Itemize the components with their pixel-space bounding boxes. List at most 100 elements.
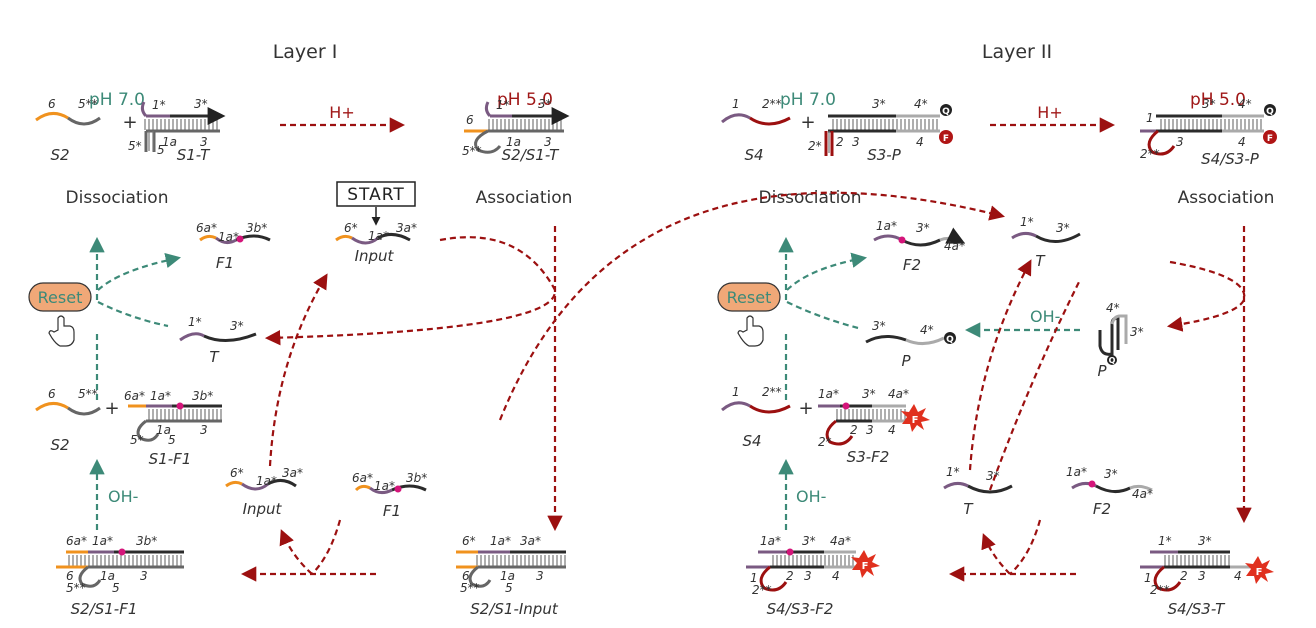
- strand-f1-top: 6a* 1a* 3b* F1: [196, 221, 271, 272]
- base-label-2: OH-: [1030, 307, 1060, 326]
- domain-label: 2**: [762, 385, 782, 399]
- domain-label: 3b*: [192, 389, 213, 403]
- domain-label: 1*: [496, 98, 510, 112]
- domain-label: 3: [544, 135, 552, 149]
- complex-label-s4-s3-t: S4/S3-T: [1168, 600, 1227, 618]
- domain-label: 1a: [162, 135, 177, 149]
- domain-label: 4: [1234, 569, 1242, 583]
- domain-label: 1a*: [818, 387, 839, 401]
- acid-arrow-2: H+: [990, 103, 1116, 133]
- complex-s3-p: Q F 3* 4* 2 3 4 2* S3-P: [808, 97, 953, 164]
- strand-p: Q 3* 4* P: [865, 319, 956, 370]
- quencher-icon: Q: [1107, 355, 1117, 365]
- domain-label: 6*: [462, 534, 476, 548]
- ph-acidic-label-1: pH 5.0: [497, 90, 553, 110]
- domain-label: 3: [1176, 135, 1184, 149]
- domain-label: 2**: [1150, 583, 1170, 597]
- domain-label: 3b*: [406, 471, 427, 485]
- acid-label-2: H+: [1037, 103, 1062, 122]
- domain-label: 4*: [920, 323, 934, 337]
- domain-label: 3: [852, 135, 860, 149]
- domain-label: 1a*: [760, 534, 781, 548]
- domain-label: 3b*: [246, 221, 267, 235]
- domain-label: 5: [505, 581, 513, 595]
- domain-label: 1: [750, 571, 758, 585]
- association-label-2: Association: [1178, 188, 1275, 208]
- domain-label: 4a*: [830, 534, 851, 548]
- dissociation-label-2: Dissociation: [759, 188, 862, 208]
- domain-label: 2*: [808, 139, 822, 153]
- strand-f2-top: 1a* 3* 4a* F2: [873, 219, 966, 274]
- domain-label: 3*: [1056, 221, 1070, 235]
- domain-label: 4*: [914, 97, 928, 111]
- domain-label: 3a*: [520, 534, 541, 548]
- ph-acidic-label-2: pH 5.0: [1190, 90, 1246, 110]
- domain-label: 3*: [1198, 534, 1212, 548]
- domain-label: 6a*: [196, 221, 217, 235]
- complex-label-s2-s1-f1: S2/S1-F1: [71, 600, 138, 618]
- hand-pointer-icon: [737, 315, 764, 347]
- domain-label: 3: [200, 135, 208, 149]
- complex-label-s3-p: S3-P: [867, 146, 901, 164]
- complex-s2-s1-t: 1* 3* 6 1a 3 5** S2/S1-T: [462, 97, 570, 164]
- plus-sign: +: [800, 112, 815, 133]
- domain-label: 2**: [762, 97, 782, 111]
- complex-s4-s3-f2: F 1a* 3* 4a* 1 2 3 4 2** S4/S3-F2: [746, 534, 880, 618]
- complex-label-s3-f2: S3-F2: [847, 448, 890, 466]
- domain-label: 3: [200, 423, 208, 437]
- domain-label: 5**: [462, 144, 482, 158]
- domain-label: 2: [836, 135, 844, 149]
- domain-label: 3*: [1202, 97, 1216, 111]
- ph-neutral-label-1: pH 7.0: [89, 90, 145, 110]
- domain-label: 6: [466, 113, 474, 127]
- domain-label: 4a*: [1132, 487, 1153, 501]
- domain-label: 3*: [872, 319, 886, 333]
- svg-text:Q: Q: [946, 335, 954, 345]
- complex-label-f1: F1: [216, 254, 234, 272]
- base-arrow-3: OH-: [778, 458, 826, 530]
- complex-label-s2-s1-input: S2/S1-Input: [470, 600, 559, 618]
- domain-label: 5*: [130, 433, 144, 447]
- domain-label: 3: [804, 569, 812, 583]
- domain-label: 3: [1198, 569, 1206, 583]
- svg-text:F: F: [862, 561, 869, 572]
- domain-label: 4a*: [888, 387, 909, 401]
- complex-label-input: Input: [355, 247, 395, 265]
- domain-label: 4: [888, 423, 896, 437]
- domain-label: 5**: [66, 581, 86, 595]
- domain-label: 3a*: [396, 221, 417, 235]
- domain-label: 3*: [194, 97, 208, 111]
- complex-label-f1: F1: [383, 502, 401, 520]
- complex-s2-s1-f1: 6a* 1a* 3b* 6 1a 3 5** 5 S2/S1-F1: [56, 534, 184, 618]
- svg-text:F: F: [912, 415, 919, 426]
- reset-button-2[interactable]: Reset: [717, 282, 781, 312]
- domain-label: 2: [1180, 569, 1188, 583]
- complex-label-s2: S2: [50, 436, 69, 454]
- base-arrow-1: OH-: [89, 458, 138, 530]
- domain-label: 6: [66, 569, 74, 583]
- start-button[interactable]: START: [336, 181, 416, 226]
- domain-label: 5*: [128, 139, 142, 153]
- domain-label: 5**: [460, 581, 480, 595]
- domain-label: 3*: [916, 221, 930, 235]
- strand-s4-mid: 1 2** S4: [721, 385, 791, 450]
- svg-text:F: F: [1267, 134, 1273, 144]
- domain-label: 3*: [538, 97, 552, 111]
- domain-label: 2**: [752, 583, 772, 597]
- flow-arrows-1: [240, 191, 1005, 582]
- svg-text:Q: Q: [1266, 107, 1274, 117]
- acid-label-1: H+: [329, 103, 354, 122]
- complex-label-s2-s1-t: S2/S1-T: [502, 146, 561, 164]
- domain-label: 1a*: [150, 389, 171, 403]
- complex-label-f2: F2: [903, 256, 921, 274]
- domain-label: 6: [48, 387, 56, 401]
- complex-label-t: T: [963, 500, 974, 518]
- complex-label-s4: S4: [742, 432, 761, 450]
- quencher-icon: Q: [944, 332, 956, 345]
- plus-sign: +: [122, 112, 137, 133]
- reset-flow-arrows-2: [778, 236, 868, 400]
- domain-label: 1a*: [256, 474, 277, 488]
- complex-s4-s3-t: F 1* 3* 1 2 3 4 2** S4/S3-T: [1140, 534, 1274, 618]
- reset-button-1[interactable]: Reset: [28, 282, 92, 312]
- domain-label: 1*: [1020, 215, 1034, 229]
